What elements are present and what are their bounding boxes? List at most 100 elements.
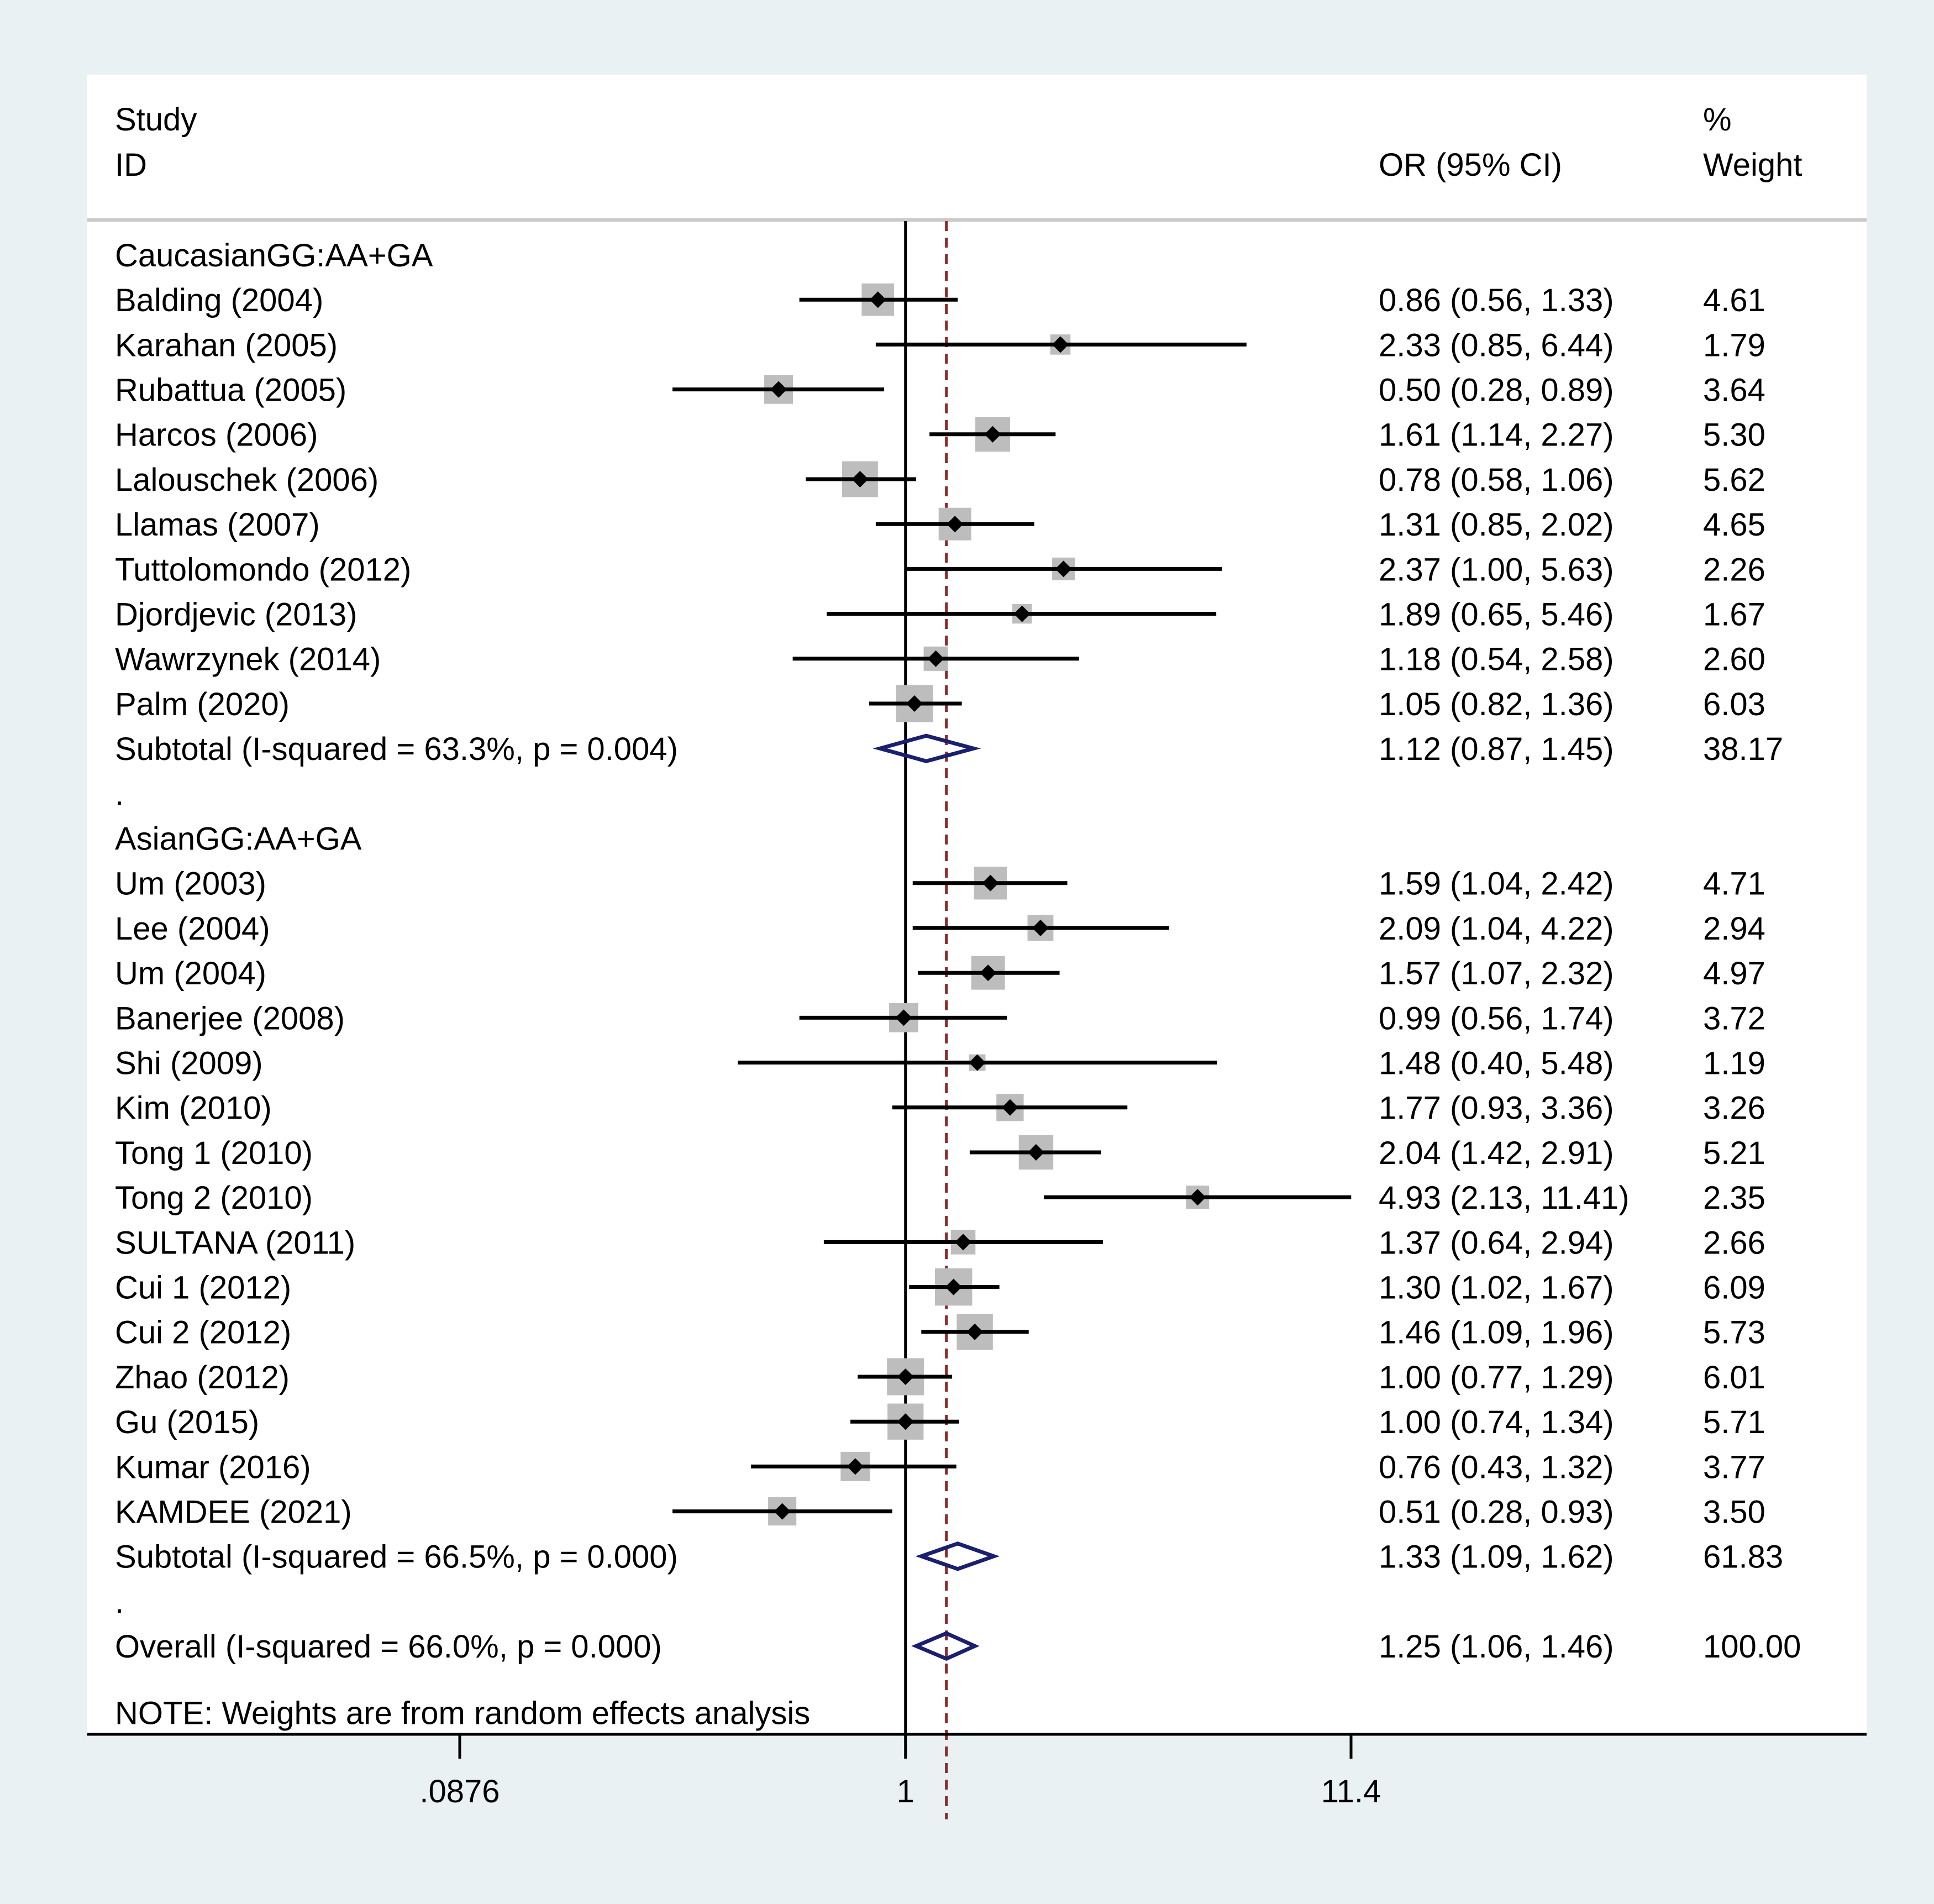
header-study-label: Study xyxy=(115,102,197,138)
weight-value: 4.97 xyxy=(1703,956,1765,992)
weight-value: 4.71 xyxy=(1703,866,1765,902)
point-estimate-marker xyxy=(852,471,869,487)
weight-value: 2.94 xyxy=(1703,911,1765,947)
point-estimate-marker xyxy=(984,426,1001,443)
or-ci-value: 1.31 (0.85, 2.02) xyxy=(1379,507,1614,543)
weight-value: 3.26 xyxy=(1703,1090,1765,1126)
header-or-label: OR (95% CI) xyxy=(1379,147,1562,183)
or-ci-value: 2.37 (1.00, 5.63) xyxy=(1379,552,1614,588)
or-ci-value: 1.89 (0.65, 5.46) xyxy=(1379,596,1614,632)
overall-or-ci-value: 1.25 (1.06, 1.46) xyxy=(1379,1629,1614,1665)
study-label: Shi (2009) xyxy=(115,1045,263,1081)
header-id-label: ID xyxy=(115,147,147,183)
or-ci-value: 0.78 (0.58, 1.06) xyxy=(1379,462,1614,498)
point-estimate-marker xyxy=(982,874,999,891)
or-ci-value: 1.77 (0.93, 3.36) xyxy=(1379,1090,1614,1126)
weight-value: 4.61 xyxy=(1703,282,1765,318)
weight-value: 6.09 xyxy=(1703,1270,1765,1305)
subtotal-diamond xyxy=(915,1541,1000,1571)
weight-value: 4.65 xyxy=(1703,507,1765,543)
or-ci-value: 1.00 (0.74, 1.34) xyxy=(1379,1404,1614,1440)
or-ci-value: 2.04 (1.42, 2.91) xyxy=(1379,1135,1614,1171)
weight-value: 2.26 xyxy=(1703,552,1765,588)
weight-value: 3.50 xyxy=(1703,1494,1765,1530)
point-estimate-marker xyxy=(906,695,923,712)
or-ci-value: 1.37 (0.64, 2.94) xyxy=(1379,1225,1614,1261)
point-estimate-marker xyxy=(847,1458,864,1475)
or-ci-value: 1.05 (0.82, 1.36) xyxy=(1379,686,1614,722)
weight-value: 3.64 xyxy=(1703,372,1765,408)
weight-value: 5.30 xyxy=(1703,417,1765,453)
weight-value: 2.66 xyxy=(1703,1225,1765,1261)
point-estimate-marker xyxy=(947,516,964,533)
point-estimate-marker xyxy=(895,1009,912,1026)
overall-label: Overall (I-squared = 66.0%, p = 0.000) xyxy=(115,1629,662,1665)
study-label: Palm (2020) xyxy=(115,686,290,722)
or-ci-value: 1.46 (1.09, 1.96) xyxy=(1379,1315,1614,1351)
weight-value: 3.77 xyxy=(1703,1449,1765,1485)
group-label: CaucasianGG:AA+GA xyxy=(115,238,433,274)
group-separator: . xyxy=(115,1584,124,1620)
weight-value: 5.73 xyxy=(1703,1315,1765,1351)
rows-layer: CaucasianGG:AA+GA Balding (2004) 0.86 (0.5… xyxy=(115,221,1801,1819)
point-estimate-marker xyxy=(955,1234,972,1251)
weight-value: 5.71 xyxy=(1703,1404,1765,1440)
point-estimate-marker xyxy=(869,291,886,308)
point-estimate-marker xyxy=(1032,920,1049,936)
overall-weight-value: 100.00 xyxy=(1703,1629,1801,1665)
study-label: Lee (2004) xyxy=(115,911,270,947)
study-label: Tong 1 (2010) xyxy=(115,1135,313,1171)
x-axis: .0876 1 11.4 xyxy=(87,1733,1867,1809)
subtotal-weight-value: 61.83 xyxy=(1703,1539,1783,1575)
study-label: Harcos (2006) xyxy=(115,417,318,453)
subtotal-or-ci-value: 1.33 (1.09, 1.62) xyxy=(1379,1539,1614,1575)
group-separator: . xyxy=(115,776,124,812)
weight-value: 2.60 xyxy=(1703,642,1765,678)
plot-panel xyxy=(87,75,1867,1733)
study-label: Um (2004) xyxy=(115,956,266,992)
study-label: Rubattua (2005) xyxy=(115,372,346,408)
subtotal-diamond xyxy=(873,733,981,763)
weight-value: 1.19 xyxy=(1703,1045,1765,1081)
weight-value: 6.03 xyxy=(1703,686,1765,722)
study-label: Balding (2004) xyxy=(115,282,323,318)
study-label: SULTANA (2011) xyxy=(115,1225,355,1261)
point-estimate-marker xyxy=(1001,1099,1018,1116)
header-percent-label: % xyxy=(1703,102,1732,138)
study-label: Djordjevic (2013) xyxy=(115,596,357,632)
study-label: Karahan (2005) xyxy=(115,327,338,363)
point-estimate-marker xyxy=(1055,560,1072,578)
or-ci-value: 1.18 (0.54, 2.58) xyxy=(1379,642,1614,678)
weight-value: 1.67 xyxy=(1703,596,1765,632)
or-ci-value: 1.59 (1.04, 2.42) xyxy=(1379,866,1614,902)
weight-value: 3.72 xyxy=(1703,1000,1765,1036)
point-estimate-marker xyxy=(966,1323,984,1340)
study-label: Um (2003) xyxy=(115,866,266,902)
subtotal-label: Subtotal (I-squared = 66.5%, p = 0.000) xyxy=(115,1539,678,1575)
study-label: KAMDEE (2021) xyxy=(115,1494,352,1530)
point-estimate-marker xyxy=(897,1413,914,1430)
study-label: Gu (2015) xyxy=(115,1404,259,1440)
or-ci-value: 0.50 (0.28, 0.89) xyxy=(1379,372,1614,408)
study-label: Cui 2 (2012) xyxy=(115,1315,291,1351)
point-estimate-marker xyxy=(897,1368,914,1385)
point-estimate-marker xyxy=(927,650,944,667)
weight-value: 5.62 xyxy=(1703,462,1765,498)
study-label: Kumar (2016) xyxy=(115,1449,311,1485)
or-ci-value: 1.48 (0.40, 5.48) xyxy=(1379,1045,1614,1081)
overall-diamond xyxy=(911,1631,980,1661)
study-label: Wawrzynek (2014) xyxy=(115,642,381,678)
or-ci-value: 2.09 (1.04, 4.22) xyxy=(1379,911,1614,947)
x-tick-label: 1 xyxy=(897,1774,915,1809)
weight-value: 6.01 xyxy=(1703,1360,1765,1396)
point-estimate-marker xyxy=(1013,605,1031,622)
weight-value: 2.35 xyxy=(1703,1180,1765,1216)
study-label: Zhao (2012) xyxy=(115,1360,290,1396)
weights-note: NOTE: Weights are from random effects an… xyxy=(115,1695,810,1731)
or-ci-value: 4.93 (2.13, 11.41) xyxy=(1379,1180,1630,1216)
or-ci-value: 0.51 (0.28, 0.93) xyxy=(1379,1494,1614,1530)
point-estimate-marker xyxy=(969,1054,986,1071)
point-estimate-marker xyxy=(1189,1189,1206,1206)
point-estimate-marker xyxy=(770,381,787,398)
